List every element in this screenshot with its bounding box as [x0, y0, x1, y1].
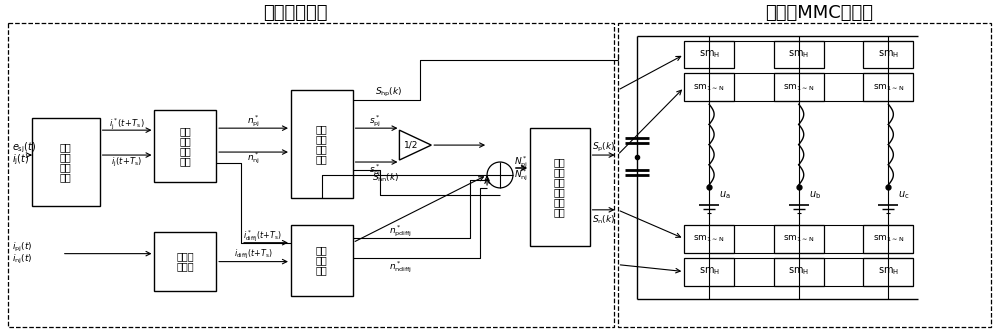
Text: 指标: 指标	[316, 256, 328, 266]
Text: $i_{\rm j}^*(t\!+\!T_{\rm s})$: $i_{\rm j}^*(t\!+\!T_{\rm s})$	[109, 117, 144, 132]
Text: $S_{\rm hn}(k)$: $S_{\rm hn}(k)$	[372, 172, 399, 184]
Text: $s_{\rm pj}^*$: $s_{\rm pj}^*$	[369, 114, 380, 129]
Text: $\mathrm{sm}_{1\sim \mathrm{N}}$: $\mathrm{sm}_{1\sim \mathrm{N}}$	[873, 233, 904, 244]
Text: $i_{\rm diffj}(t\!+\!T_{\rm s})$: $i_{\rm diffj}(t\!+\!T_{\rm s})$	[234, 248, 273, 261]
Text: $i_{\rm nj}(t)$: $i_{\rm nj}(t)$	[12, 253, 32, 266]
Polygon shape	[399, 130, 431, 160]
Text: $\mathrm{sm}_{1\sim \mathrm{N}}$: $\mathrm{sm}_{1\sim \mathrm{N}}$	[783, 82, 814, 93]
Circle shape	[487, 162, 513, 188]
Bar	[774, 225, 824, 253]
Bar	[774, 258, 824, 286]
Text: $N_{\rm nj}^*$: $N_{\rm nj}^*$	[514, 167, 528, 183]
Text: $i_{\rm j}(t\!+\!T_{\rm s})$: $i_{\rm j}(t\!+\!T_{\rm s})$	[111, 155, 142, 169]
Text: $S_{\rm hp}(k)$: $S_{\rm hp}(k)$	[375, 86, 402, 99]
Bar	[291, 225, 353, 297]
Text: 指标: 指标	[179, 146, 191, 156]
Text: 模块: 模块	[316, 134, 328, 144]
Text: 预测: 预测	[60, 162, 72, 172]
Text: 函数: 函数	[316, 266, 328, 276]
Text: $i_{\rm j}(t)$: $i_{\rm j}(t)$	[12, 153, 29, 167]
Text: 环流预: 环流预	[177, 252, 194, 262]
Text: 环流: 环流	[316, 245, 328, 256]
Text: 模型: 模型	[60, 172, 72, 182]
Text: $\mathrm{sm}_{\mathrm{H}}$: $\mathrm{sm}_{\mathrm{H}}$	[878, 266, 899, 278]
Text: $\mathrm{sm}_{\mathrm{H}}$: $\mathrm{sm}_{\mathrm{H}}$	[699, 48, 720, 60]
Text: 模型预测控制: 模型预测控制	[264, 4, 328, 22]
Text: 交流: 交流	[60, 142, 72, 152]
Text: 电容: 电容	[554, 177, 566, 187]
Bar	[154, 110, 216, 182]
Text: 控制: 控制	[554, 207, 566, 217]
Text: 算法: 算法	[316, 154, 328, 164]
Text: $\mathrm{sm}_{\mathrm{H}}$: $\mathrm{sm}_{\mathrm{H}}$	[788, 48, 809, 60]
Bar	[684, 40, 734, 68]
Text: $\mathrm{sm}_{\mathrm{H}}$: $\mathrm{sm}_{\mathrm{H}}$	[788, 266, 809, 278]
Text: 1/2: 1/2	[404, 141, 419, 150]
Bar	[154, 232, 216, 292]
Text: 全桥: 全桥	[316, 124, 328, 134]
Bar	[8, 23, 614, 327]
Bar	[774, 40, 824, 68]
Bar	[684, 73, 734, 101]
Bar	[32, 118, 100, 206]
Text: $n_{\rm ndiffj}^*$: $n_{\rm ndiffj}^*$	[389, 260, 412, 275]
Bar	[863, 73, 913, 101]
Text: $e_{\rm sj}(t)$: $e_{\rm sj}(t)$	[12, 141, 36, 155]
Text: 平衡: 平衡	[554, 197, 566, 207]
Text: 混合型MMC主电路: 混合型MMC主电路	[765, 4, 873, 22]
Text: $\mathrm{sm}_{1\sim \mathrm{N}}$: $\mathrm{sm}_{1\sim \mathrm{N}}$	[873, 82, 904, 93]
Text: $u_{\rm a}$: $u_{\rm a}$	[719, 189, 731, 201]
Text: $S_{\rm p}(k)$: $S_{\rm p}(k)$	[592, 141, 615, 154]
Text: $i_{\rm pj}(t)$: $i_{\rm pj}(t)$	[12, 241, 32, 254]
Text: 电压: 电压	[554, 187, 566, 197]
Bar	[774, 73, 824, 101]
Text: $\mathrm{sm}_{1\sim \mathrm{N}}$: $\mathrm{sm}_{1\sim \mathrm{N}}$	[783, 233, 814, 244]
Text: $n_{\rm pdiffj}^*$: $n_{\rm pdiffj}^*$	[389, 224, 412, 239]
Text: $\mathrm{sm}_{\mathrm{H}}$: $\mathrm{sm}_{\mathrm{H}}$	[878, 48, 899, 60]
Bar	[684, 258, 734, 286]
Text: $\mathrm{sm}_{1\sim \mathrm{N}}$: $\mathrm{sm}_{1\sim \mathrm{N}}$	[693, 233, 725, 244]
Text: $s_{\rm nj}^*$: $s_{\rm nj}^*$	[369, 162, 380, 178]
Text: 函数: 函数	[179, 156, 191, 166]
Text: $N_{\rm pj}^*$: $N_{\rm pj}^*$	[514, 154, 528, 170]
Text: $\mathrm{sm}_{\mathrm{H}}$: $\mathrm{sm}_{\mathrm{H}}$	[699, 266, 720, 278]
Bar	[863, 258, 913, 286]
Bar	[863, 40, 913, 68]
Text: $u_{\rm b}$: $u_{\rm b}$	[809, 189, 821, 201]
Text: $i^*_{\rm diffj}(t\!+\!T_{\rm s})$: $i^*_{\rm diffj}(t\!+\!T_{\rm s})$	[243, 229, 282, 244]
Text: 块的: 块的	[554, 167, 566, 177]
Text: $\mathrm{sm}_{1\sim \mathrm{N}}$: $\mathrm{sm}_{1\sim \mathrm{N}}$	[693, 82, 725, 93]
Text: $S_{\rm n}(k)$: $S_{\rm n}(k)$	[592, 213, 615, 226]
Text: 电流: 电流	[179, 136, 191, 146]
Bar	[618, 23, 991, 327]
Text: $u_{\rm c}$: $u_{\rm c}$	[898, 189, 910, 201]
Text: 电流: 电流	[60, 152, 72, 162]
Text: 控制: 控制	[316, 144, 328, 154]
Text: $n_{\rm pj}^*$: $n_{\rm pj}^*$	[247, 114, 260, 129]
Text: $n_{\rm nj}^*$: $n_{\rm nj}^*$	[247, 150, 259, 166]
Text: 交流: 交流	[179, 126, 191, 136]
Bar	[863, 225, 913, 253]
Text: 测模型: 测模型	[177, 262, 194, 272]
Text: 子模: 子模	[554, 157, 566, 167]
Bar	[530, 128, 590, 246]
Bar	[684, 225, 734, 253]
Bar	[291, 90, 353, 198]
